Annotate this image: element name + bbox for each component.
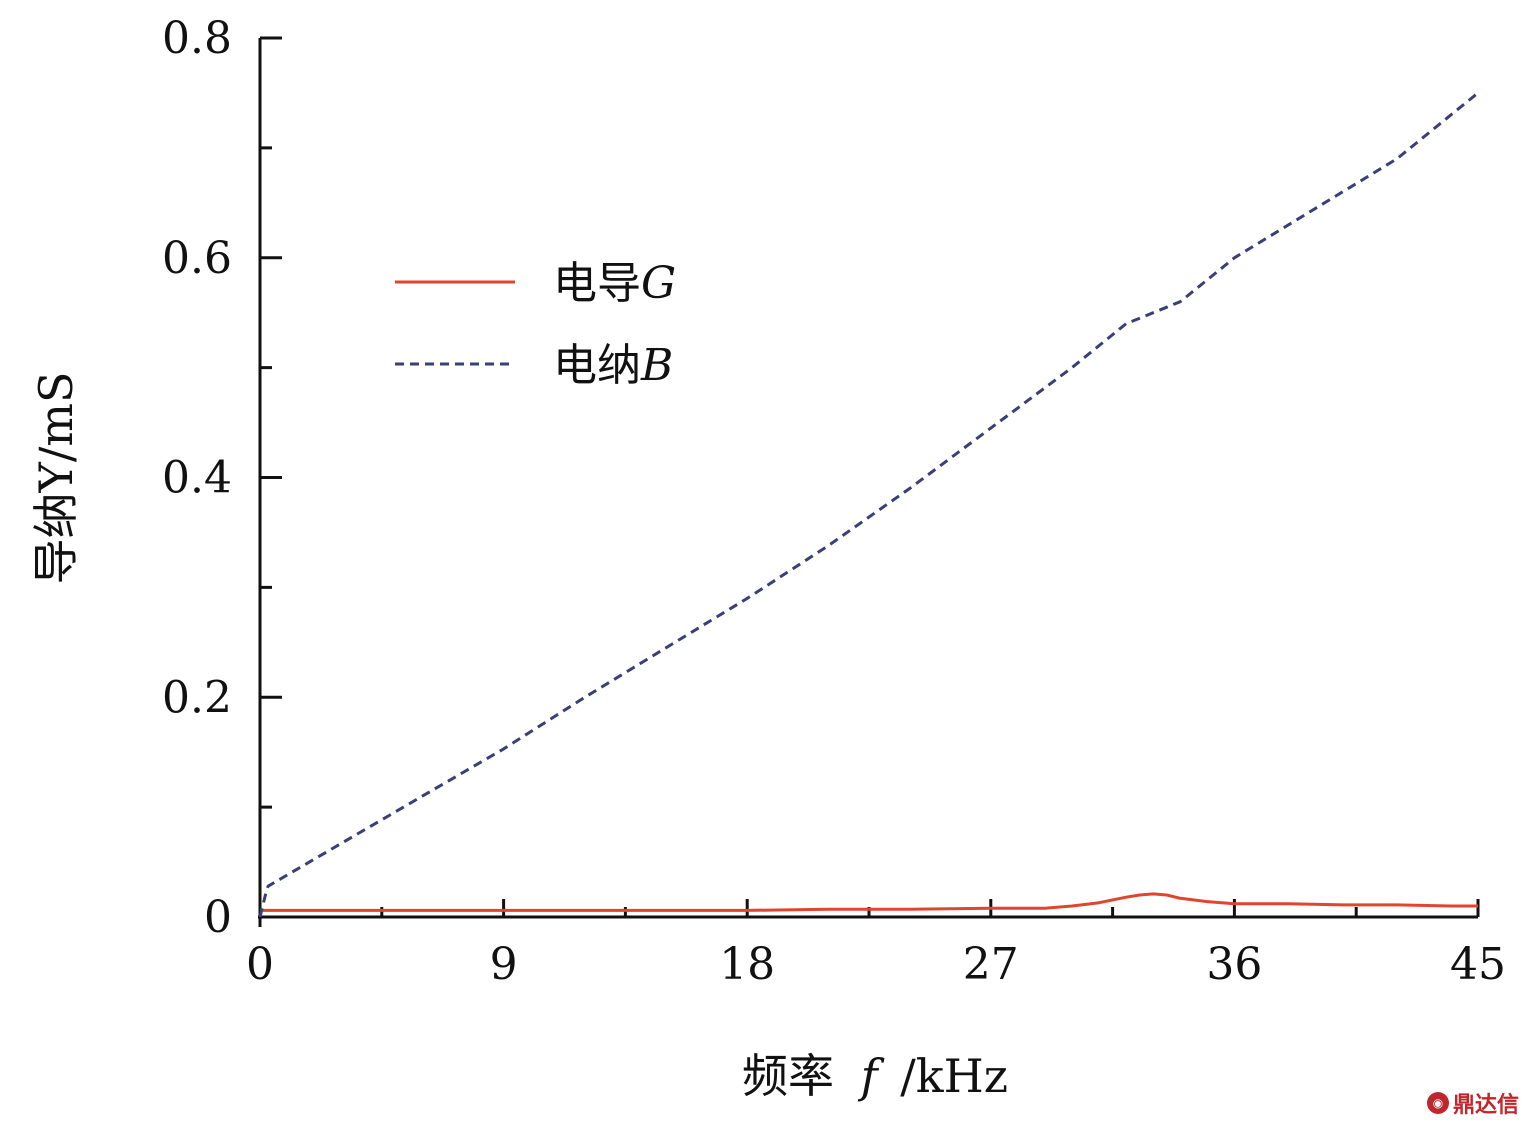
series-line-1	[260, 892, 1478, 912]
x-tick-label: 18	[719, 939, 775, 990]
x-axis-title-unit: /kHz	[900, 1049, 1008, 1103]
y-tick-label: 0	[204, 892, 232, 943]
x-axis-title-prefix: 频率	[742, 1049, 834, 1103]
legend-label-1: 电导G	[553, 258, 676, 309]
watermark-text: 鼎达信	[1452, 1093, 1519, 1118]
x-tick-label: 9	[490, 939, 518, 990]
axes: 0 0.2 0.4 0.6 0.8 0 9 18 27 36 45	[162, 13, 1506, 990]
series-line-2	[258, 91, 1479, 918]
y-axis-title: 导纳Y/mS	[29, 372, 83, 585]
x-tick-label: 36	[1206, 939, 1262, 990]
legend-label-prefix: 电导	[553, 258, 641, 309]
legend-label-symbol: B	[640, 340, 673, 391]
y-tick-label: 0.2	[162, 672, 232, 723]
y-tick-label: 0.4	[162, 453, 232, 504]
x-tick-label: 27	[963, 939, 1019, 990]
legend-label-2: 电纳B	[553, 340, 673, 391]
y-tick-label: 0.6	[162, 233, 232, 284]
y-tick-label: 0.8	[162, 13, 232, 64]
x-axis-title: 频率 f /kHz	[742, 1049, 1008, 1103]
series-layer	[258, 91, 1479, 918]
x-tick-label: 45	[1450, 939, 1506, 990]
legend-label-symbol: G	[641, 258, 676, 309]
watermark-logo-icon: ◉	[1426, 1092, 1449, 1114]
x-axis-title-symbol: f	[858, 1049, 885, 1103]
legend-label-prefix: 电纳	[553, 340, 641, 391]
x-tick-label: 0	[246, 939, 274, 990]
watermark: ◉ 鼎达信	[1426, 1087, 1519, 1119]
